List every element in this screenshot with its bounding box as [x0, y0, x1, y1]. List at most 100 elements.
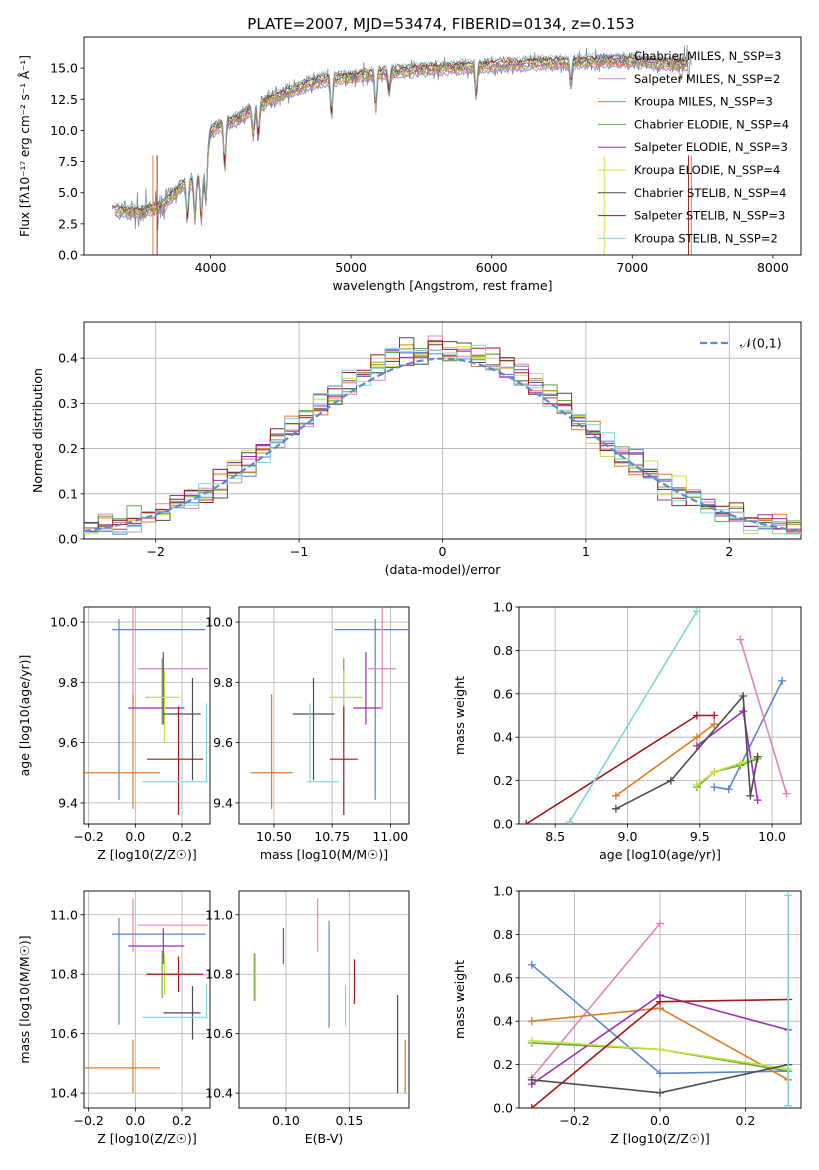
weight-marker — [736, 635, 745, 644]
y-tick-label: 0.8 — [493, 927, 513, 942]
legend-entry: Kroupa MILES, N_SSP=3 — [634, 95, 773, 109]
x-axis-label: (data-model)/error — [385, 562, 502, 577]
x-tick-label: −2 — [146, 544, 164, 559]
weight-marker — [527, 960, 536, 969]
y-tick-label: 5.0 — [58, 185, 78, 200]
x-tick-label: 1 — [582, 544, 590, 559]
weight-marker — [565, 817, 574, 824]
legend-entry: Salpeter STELIB, N_SSP=3 — [634, 209, 785, 223]
x-tick-label: 8.5 — [545, 829, 565, 844]
weight-series-line — [696, 709, 759, 801]
y-tick-label: 9.8 — [58, 675, 78, 690]
y-tick-label: 10.6 — [50, 1026, 78, 1041]
panel-age-vs-mass: 10.50 10.75 11.00 9.4 9.6 9.8 10.0 mass [log10(… — [205, 606, 410, 862]
legend: Chabrier MILES, N_SSP=3 Salpeter MILES, N… — [598, 49, 789, 245]
y-tick-label: 0.4 — [493, 730, 513, 745]
panel-mass-vs-ebv: 0.10 0.15 10.4 10.6 10.8 11.0 E(B-V) — [205, 890, 410, 1146]
weight-lines — [527, 891, 793, 1108]
errorbars — [250, 607, 409, 815]
model-spectrum-line — [114, 63, 689, 226]
y-tick-label: 0.4 — [58, 351, 78, 366]
legend-entry: Salpeter MILES, N_SSP=2 — [634, 72, 780, 86]
x-tick-label: 9.0 — [618, 829, 638, 844]
x-tick-label: −1 — [290, 544, 308, 559]
x-tick-label: 7000 — [616, 260, 648, 275]
weight-marker — [710, 767, 719, 776]
x-axis-label: Z [log10(Z/Z☉)] — [97, 1131, 197, 1146]
weight-marker — [782, 789, 791, 798]
y-tick-label: 1.0 — [493, 600, 513, 615]
histogram-steps — [84, 335, 801, 535]
weight-series-line — [696, 758, 758, 788]
weight-series-line — [615, 694, 759, 810]
x-tick-label: 0.2 — [172, 829, 192, 844]
weight-lines — [522, 607, 791, 824]
weight-marker — [656, 1045, 664, 1054]
weight-marker — [656, 919, 664, 928]
x-tick-label: 0.0 — [650, 1113, 670, 1128]
y-tick-label: 0.6 — [493, 970, 513, 985]
model-spectrum-line — [114, 57, 689, 219]
weight-series-line — [696, 755, 758, 786]
y-axis-label: mass weight — [452, 960, 467, 1039]
axes-frame — [83, 606, 211, 825]
x-tick-label: 0.2 — [736, 1113, 756, 1128]
errorbars — [84, 607, 208, 815]
weight-marker — [527, 1075, 536, 1084]
weight-marker — [527, 1104, 536, 1108]
x-tick-label: 10.0 — [758, 829, 786, 844]
panel-spectrum: 4000 5000 6000 7000 8000 0.0 2.5 5.0 7.5 10.0 12.5… — [17, 36, 802, 293]
x-tick-label: 0.0 — [125, 829, 145, 844]
weight-series-line — [531, 922, 661, 1079]
axes-frame — [518, 890, 802, 1109]
axes-frame — [83, 36, 802, 256]
axes-frame — [83, 321, 802, 540]
y-tick-label: 0.2 — [493, 773, 513, 788]
spectrum-lines — [111, 44, 692, 255]
x-tick-label: 5000 — [335, 260, 367, 275]
y-tick-label: 0.2 — [493, 1057, 513, 1072]
x-axis-label: age [log10(age/yr)] — [599, 847, 721, 862]
weight-marker — [753, 796, 762, 805]
weight-marker — [784, 1101, 793, 1108]
weight-marker — [611, 791, 620, 800]
y-tick-label: 9.6 — [58, 735, 78, 750]
weight-marker — [710, 783, 719, 792]
weight-marker — [656, 997, 664, 1006]
x-tick-label: 2 — [725, 544, 733, 559]
x-tick-label: 10.75 — [314, 829, 350, 844]
y-axis-label: Flux [fλ10⁻¹⁷ erg cm⁻² s⁻¹ Å⁻¹] — [17, 55, 32, 237]
axes-frame — [83, 890, 211, 1109]
y-tick-label: 0.1 — [58, 486, 78, 501]
weight-marker — [656, 1088, 664, 1097]
legend-entry: Kroupa STELIB, N_SSP=2 — [634, 231, 778, 245]
panel-age-vs-Z: −0.2 0.0 0.2 9.4 9.6 9.8 10.0 Z [log10(Z/Z☉)] ag… — [17, 606, 211, 862]
y-tick-label: 0.0 — [493, 817, 513, 832]
weight-marker — [724, 785, 733, 794]
weight-series-line — [525, 714, 715, 824]
errorbars — [84, 898, 208, 1094]
normal-curve — [84, 357, 801, 533]
errorbars — [253, 898, 406, 1094]
y-tick-label: 11.0 — [205, 907, 233, 922]
x-tick-label: 9.5 — [690, 829, 710, 844]
weight-marker — [692, 607, 701, 616]
y-tick-label: 10.8 — [50, 967, 78, 982]
legend-entry: Salpeter ELODIE, N_SSP=3 — [634, 140, 788, 154]
y-tick-label: 10.6 — [205, 1026, 233, 1041]
x-tick-label: 0.2 — [172, 1113, 192, 1128]
y-tick-label: 0.6 — [493, 686, 513, 701]
x-tick-label: 0 — [439, 544, 447, 559]
y-tick-label: 0.3 — [58, 396, 78, 411]
x-tick-label: −0.2 — [73, 829, 103, 844]
panel-mass-weight-vs-age: 8.5 9.0 9.5 10.0 0.0 0.2 0.4 0.6 0.8 1.0 age [log1… — [452, 600, 802, 862]
figure-title: PLATE=2007, MJD=53474, FIBERID=0134, z=0… — [247, 15, 634, 33]
y-tick-label: 11.0 — [50, 907, 78, 922]
weight-marker — [522, 820, 531, 824]
x-axis-label: E(B-V) — [305, 1131, 344, 1146]
x-tick-label: 4000 — [195, 260, 227, 275]
legend-entry: 𝒩(0,1) — [740, 336, 782, 351]
y-tick-label: 7.5 — [58, 154, 78, 169]
x-axis-label: wavelength [Angstrom, rest frame] — [332, 278, 552, 293]
